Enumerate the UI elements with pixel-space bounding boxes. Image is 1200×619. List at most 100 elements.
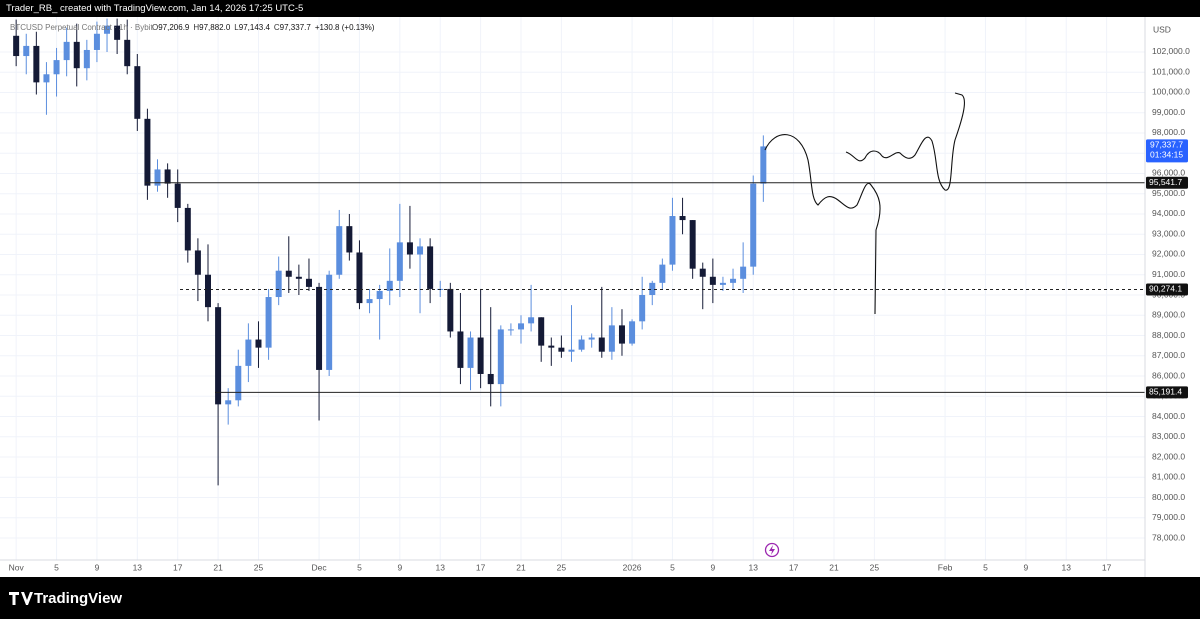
y-tick-label: 92,000.0 (1152, 249, 1185, 259)
candle-body (366, 299, 373, 304)
candle-body (750, 183, 757, 267)
y-tick-label: 89,000.0 (1152, 310, 1185, 320)
legend-value: 97,206.9 (158, 23, 190, 32)
y-tick-label: 91,000.0 (1152, 269, 1185, 279)
y-tick-label: 82,000.0 (1152, 451, 1185, 461)
x-tick-label: 9 (95, 562, 100, 572)
y-tick-label: 95,000.0 (1152, 188, 1185, 198)
candle-body (578, 339, 585, 350)
hand-drawing (764, 134, 881, 315)
y-tick-label: 78,000.0 (1152, 532, 1185, 542)
x-tick-label: 9 (1023, 562, 1028, 572)
candle-body (83, 49, 90, 69)
candle-body (528, 317, 535, 324)
legend-value: 97,143.4 (239, 23, 271, 32)
event-icon (764, 542, 780, 558)
candle-body (477, 337, 484, 374)
candle-body (538, 317, 545, 346)
candle-body (386, 280, 393, 291)
y-tick-label: 83,000.0 (1152, 431, 1185, 441)
candle-body (23, 45, 30, 57)
y-tick-label: 101,000.0 (1152, 66, 1190, 76)
level-label: 85,191.4 (1149, 387, 1182, 397)
x-tick-label: 5 (54, 562, 59, 572)
legend-key: L (234, 23, 239, 32)
x-tick-label: 5 (983, 562, 988, 572)
candle-body (618, 325, 625, 344)
candle-body (730, 278, 737, 283)
y-tick-label: 86,000.0 (1152, 370, 1185, 380)
y-tick-label: 98,000.0 (1152, 127, 1185, 137)
last-price-box (1146, 139, 1188, 163)
candle-body (204, 274, 211, 308)
candles (13, 18, 767, 486)
candle-body (235, 365, 242, 401)
candle-body (699, 268, 706, 277)
y-tick-label: 93,000.0 (1152, 228, 1185, 238)
candle-body (649, 282, 656, 296)
candle-body (760, 146, 767, 184)
y-tick-label: 80,000.0 (1152, 492, 1185, 502)
legend-key: O (152, 23, 158, 32)
header-text: Trader_RB_ created with TradingView.com,… (6, 3, 303, 14)
x-tick-label: 9 (397, 562, 402, 572)
level-label-box (1146, 176, 1188, 189)
x-tick-label: 5 (670, 562, 675, 572)
x-tick-label: 25 (557, 562, 567, 572)
price-axis (1145, 17, 1200, 577)
level-label-box (1146, 283, 1188, 296)
candle-body (558, 347, 565, 352)
level-label: 95,541.7 (1149, 177, 1182, 187)
candle-body (336, 226, 343, 275)
y-tick-label: 96,000.0 (1152, 168, 1185, 178)
candle-body (33, 45, 40, 83)
x-tick-label: 13 (749, 562, 759, 572)
y-tick-label: 88,000.0 (1152, 330, 1185, 340)
y-tick-label: 94,000.0 (1152, 208, 1185, 218)
x-tick-label: 9 (710, 562, 715, 572)
symbol: BTCUSD Perpetual Contract · 1h · Bybit (10, 23, 153, 32)
level-label: 90,274.1 (1149, 284, 1182, 294)
x-tick-label: 25 (254, 562, 264, 572)
candle-body (124, 39, 131, 67)
candle-body (740, 266, 747, 279)
legend-key: C (274, 23, 280, 32)
ohlc-legend: O 97,206.9 H 97,882.0 L 97,143.4 C 97,337.7 +130… (152, 23, 375, 32)
y-tick-label: 84,000.0 (1152, 411, 1185, 421)
x-tick-label: Feb (938, 562, 953, 572)
event-bolt (769, 545, 775, 555)
candle-body (305, 278, 312, 287)
brand-logo: TradingView (9, 590, 122, 607)
candle-body (588, 337, 595, 340)
candle-body (518, 323, 525, 330)
y-tick-label: 87,000.0 (1152, 350, 1185, 360)
drawings (764, 92, 965, 315)
candle-body (719, 282, 726, 285)
x-tick-label: Nov (9, 562, 25, 572)
candle-body (164, 169, 171, 184)
candle-body (275, 270, 282, 298)
x-tick-label: 13 (133, 562, 143, 572)
y-tick-label: 79,000.0 (1152, 512, 1185, 522)
candle-body (639, 295, 646, 322)
candle-body (174, 183, 181, 208)
y-tick-label: 100,000.0 (1152, 87, 1190, 97)
candle-body (669, 216, 676, 265)
candle-body (93, 33, 100, 50)
y-tick-label: 102,000.0 (1152, 46, 1190, 56)
candle-body (104, 25, 111, 34)
candle-body (376, 290, 383, 300)
candle-body (184, 207, 191, 251)
candle-body (346, 226, 353, 253)
candle-body (53, 60, 60, 75)
candle-body (326, 274, 333, 370)
candle-body (467, 337, 474, 368)
x-tick-label: 17 (476, 562, 486, 572)
legend-value: +130.8 (+0.13%) (315, 23, 375, 32)
candle-body (548, 345, 555, 348)
last-price-label: 97,337.7 (1150, 140, 1183, 150)
candle-body (225, 400, 232, 405)
x-tick-label: 21 (516, 562, 526, 572)
x-tick-label: 13 (435, 562, 445, 572)
